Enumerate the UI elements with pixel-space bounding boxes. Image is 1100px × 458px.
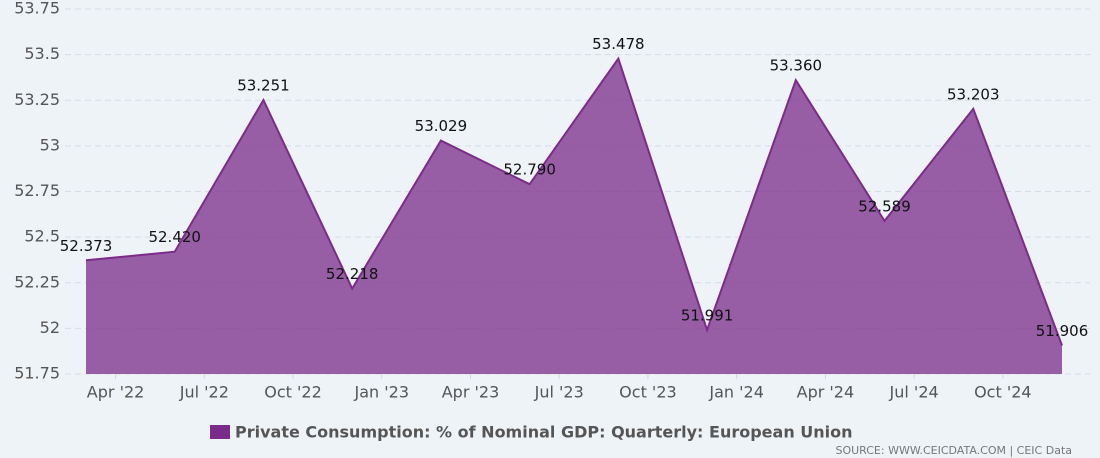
source: SOURCE: WWW.CEICDATA.COM | CEIC Data: [835, 444, 1072, 457]
y-tick-label: 53.75: [14, 0, 60, 18]
data-label: 53.478: [592, 35, 645, 53]
data-label: 52.218: [326, 265, 379, 283]
data-label: 53.360: [770, 57, 823, 75]
line: [85, 56, 1063, 346]
data-label: 53.029: [415, 117, 468, 135]
data-label: 52.790: [503, 161, 556, 179]
data-label: 51.906: [1036, 322, 1089, 340]
data-label: 53.203: [947, 85, 1000, 103]
legend-swatch: [210, 425, 230, 439]
data-label: 52.420: [148, 228, 201, 246]
y-tick-label: 53.5: [24, 44, 60, 63]
x-tick-label: Apr '24: [797, 383, 855, 402]
legend-label: Private Consumption: % of Nominal GDP: Q…: [235, 423, 853, 442]
x-tick-label: Jan '23: [353, 383, 409, 402]
data-label: 52.373: [60, 237, 113, 255]
x-tick-label: Oct '24: [974, 383, 1032, 402]
x-tick-label: Apr '23: [442, 383, 500, 402]
y-tick-label: 52: [40, 318, 60, 337]
y-tick-label: 53: [40, 135, 60, 154]
x-tick-label: Jan '24: [708, 383, 764, 402]
x-tick-label: Jul '24: [889, 383, 939, 402]
x-tick-label: Jul '22: [179, 383, 229, 402]
y-tick-label: 51.75: [14, 364, 60, 383]
x-tick-label: Apr '22: [87, 383, 145, 402]
x-tick-label: Jul '23: [534, 383, 584, 402]
area: [86, 58, 1062, 374]
data-label: 51.991: [681, 307, 734, 325]
data-label: 53.251: [237, 77, 290, 95]
data-label: 52.589: [858, 197, 911, 215]
y-tick-label: 52.25: [14, 272, 60, 291]
y-tick-label: 52.5: [24, 227, 60, 246]
x-tick-label: Oct '22: [264, 383, 322, 402]
y-tick-label: 52.75: [14, 181, 60, 200]
x-tick-label: Oct '23: [619, 383, 677, 402]
y-tick-label: 53.25: [14, 90, 60, 109]
